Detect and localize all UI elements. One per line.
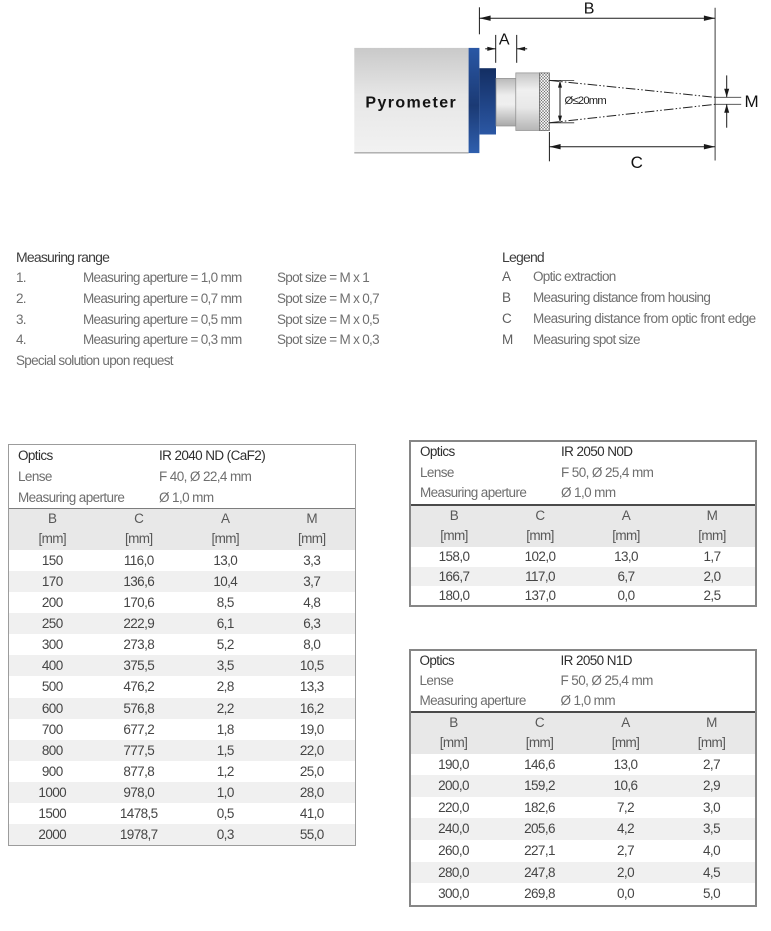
svg-text:A: A (499, 31, 510, 48)
svg-text:Pyrometer: Pyrometer (365, 94, 457, 111)
svg-text:B: B (584, 0, 594, 17)
svg-text:C: C (631, 153, 643, 172)
svg-text:M: M (745, 92, 758, 111)
svg-text:Ø≤20mm: Ø≤20mm (565, 95, 607, 107)
